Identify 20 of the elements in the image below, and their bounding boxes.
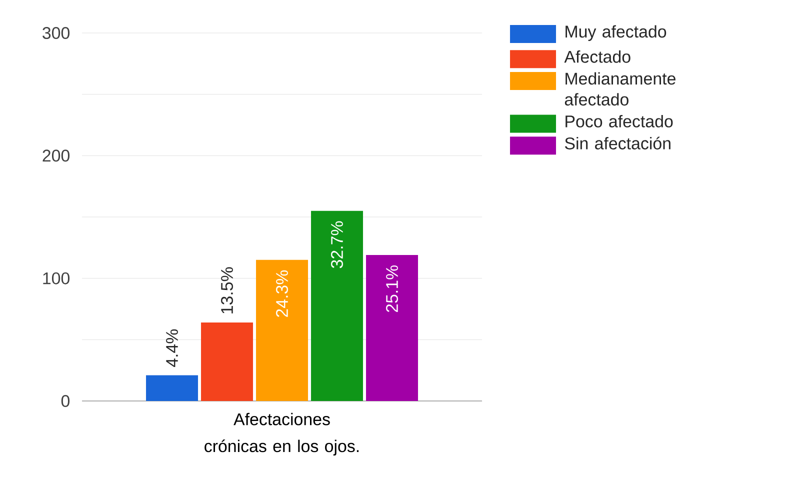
legend-label: Poco afectado: [566, 114, 673, 128]
annotation: 4.4%: [166, 329, 178, 367]
y-tick-label: 200: [42, 150, 70, 162]
bar: [201, 322, 254, 401]
y-tick-label: 0: [61, 394, 70, 407]
annotation: 25.1%: [386, 265, 398, 312]
annotation: 32.7%: [331, 221, 344, 268]
bar: [256, 260, 308, 401]
bar: [146, 375, 198, 401]
x-tick-label: Afectaciones crónicas en los ojos.: [204, 412, 359, 456]
annotation: 13.5%: [221, 267, 234, 314]
bar: [366, 255, 418, 401]
legend-label: Medianamente afectado: [564, 72, 676, 106]
annotation: 24.3%: [276, 270, 288, 317]
y-tick-label: 300: [42, 26, 70, 39]
legend-label: Muy afectado: [566, 25, 666, 41]
legend-label: Afectado: [564, 50, 630, 63]
y-tick-label: 100: [43, 272, 70, 284]
bar: [311, 210, 364, 401]
legend-label: Sin afectación: [564, 136, 670, 150]
